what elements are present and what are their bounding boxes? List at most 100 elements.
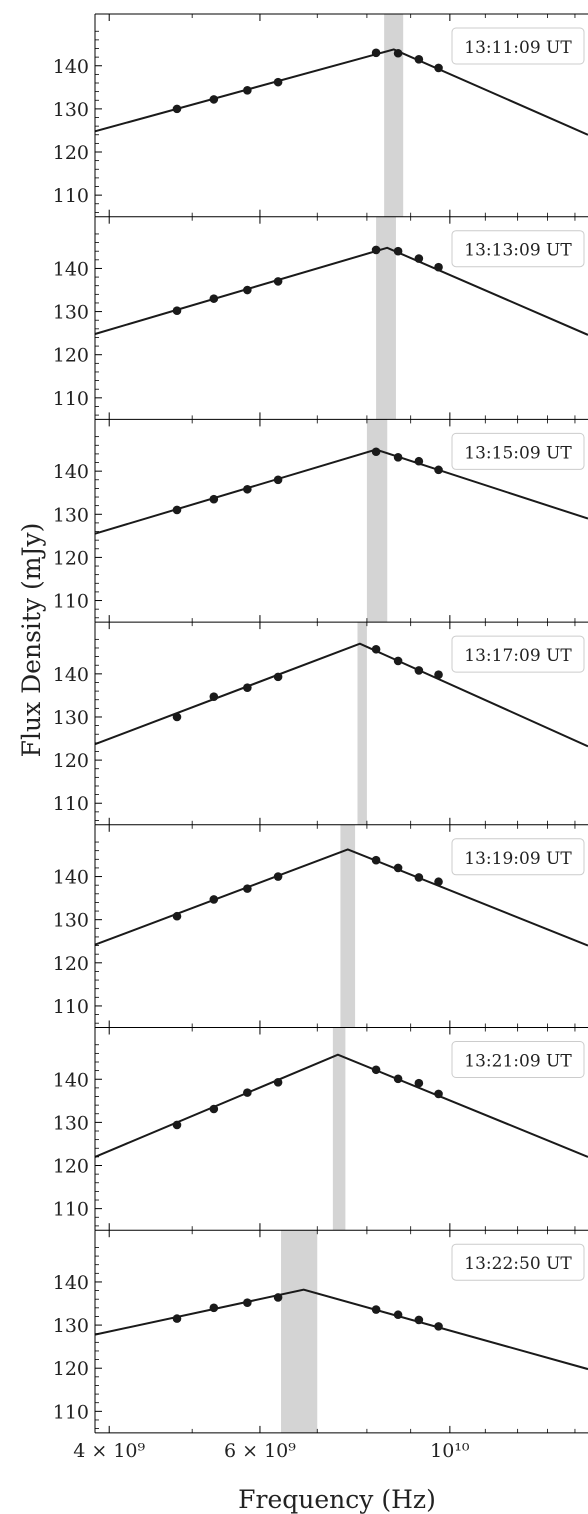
panel-1: 110 120 130 140 13:11:09 UT [53, 13, 588, 217]
time-label-box [451, 1243, 585, 1281]
data-point [414, 54, 424, 64]
data-point [393, 863, 403, 873]
data-point [243, 285, 252, 295]
shaded-band [281, 1230, 318, 1433]
data-point [434, 877, 443, 887]
data-point [434, 1089, 443, 1099]
data-point [414, 666, 424, 675]
y-tick-label: 110 [53, 996, 89, 1018]
data-point [209, 895, 219, 904]
data-point [434, 465, 443, 475]
y-tick-label: 140 [53, 56, 89, 78]
data-point [393, 1310, 403, 1320]
y-tick-label: 120 [53, 750, 89, 772]
data-point [414, 1315, 424, 1325]
x-tick-label: 10¹⁰ [430, 1440, 470, 1462]
panel-3: 110 120 130 140 13:15:09 UT [53, 418, 588, 623]
data-point [273, 872, 283, 881]
data-point [434, 262, 443, 272]
panel-5: 110 120 130 140 13:19:09 UT [53, 824, 588, 1028]
panel-4: 110 120 130 140 13:17:09 UT [53, 621, 588, 825]
data-point [172, 712, 182, 722]
time-label-box [451, 838, 585, 876]
model-line [94, 642, 588, 748]
y-tick-label: 110 [53, 1401, 89, 1423]
time-label: 13:21:09 UT [464, 1052, 572, 1072]
data-point [371, 644, 381, 654]
y-tick-label: 130 [53, 99, 89, 121]
data-point [243, 1298, 252, 1307]
shaded-band [366, 419, 388, 623]
data-point [209, 1303, 219, 1313]
data-point [434, 670, 443, 680]
time-label-box [451, 230, 585, 268]
y-tick-label: 110 [53, 793, 89, 815]
x-axis: 4 × 10⁹ 6 × 10⁹ 10¹⁰ [73, 1440, 470, 1462]
shaded-band [376, 216, 396, 420]
panel-7: 110 120 130 140 13:22:50 UT [53, 1229, 588, 1434]
data-point [371, 245, 381, 255]
data-point [393, 48, 403, 58]
y-tick-label: 140 [53, 461, 89, 483]
data-point [371, 48, 381, 58]
x-tick-label: 6 × 10⁹ [224, 1440, 296, 1462]
data-point [172, 911, 182, 921]
data-point [393, 453, 403, 462]
y-tick-label: 110 [53, 591, 89, 613]
data-point [371, 447, 381, 457]
x-tick-label: 4 × 10⁹ [73, 1440, 145, 1462]
model-line [94, 48, 588, 136]
data-point [209, 1104, 219, 1114]
data-point [172, 104, 182, 114]
y-tick-label: 110 [53, 1199, 89, 1221]
data-point [243, 1088, 252, 1097]
panel-6: 110 120 130 140 13:21:09 UT [53, 1027, 588, 1231]
y-tick-label: 130 [53, 302, 89, 324]
data-point [434, 1322, 443, 1331]
data-point [434, 63, 443, 73]
time-label: 13:13:09 UT [464, 241, 572, 261]
y-tick-label: 140 [53, 867, 89, 889]
data-point [393, 246, 403, 256]
data-point [371, 1305, 381, 1314]
y-tick-label: 130 [53, 1315, 89, 1337]
time-label: 13:19:09 UT [464, 849, 572, 869]
data-point [273, 1077, 283, 1087]
data-point [209, 494, 219, 504]
data-point [371, 855, 381, 865]
time-label: 13:22:50 UT [464, 1254, 572, 1274]
y-tick-label: 120 [53, 345, 89, 367]
data-point [273, 475, 283, 485]
y-tick-label: 130 [53, 1112, 89, 1134]
y-tick-label: 110 [53, 388, 89, 410]
y-tick-label: 130 [53, 707, 89, 729]
data-point [243, 484, 252, 494]
y-tick-label: 130 [53, 910, 89, 932]
time-label-box [451, 1041, 585, 1078]
data-point [414, 254, 424, 263]
data-point [243, 884, 252, 893]
data-point [172, 1120, 182, 1130]
data-point [243, 86, 252, 95]
data-point [209, 692, 219, 702]
data-point [243, 683, 252, 692]
x-axis-label: Frequency (Hz) [238, 1485, 436, 1514]
data-point [172, 306, 182, 316]
time-label-box [451, 635, 585, 673]
data-point [209, 294, 219, 303]
y-axis-label: Flux Density (mJy) [17, 523, 46, 758]
data-point [273, 277, 283, 286]
panels-layer: 110 120 130 140 13:11:09 UT 110 120 130 140 13:13… [53, 13, 588, 1434]
shaded-band [357, 622, 367, 825]
data-point [414, 1078, 424, 1088]
y-tick-label: 140 [53, 664, 89, 686]
time-label: 13:15:09 UT [464, 443, 572, 463]
shaded-band [340, 824, 356, 1028]
data-point [414, 456, 424, 466]
y-tick-label: 120 [53, 1156, 89, 1178]
data-point [172, 1314, 182, 1323]
data-point [393, 1074, 403, 1084]
y-tick-label: 110 [53, 185, 89, 207]
data-point [209, 95, 219, 104]
